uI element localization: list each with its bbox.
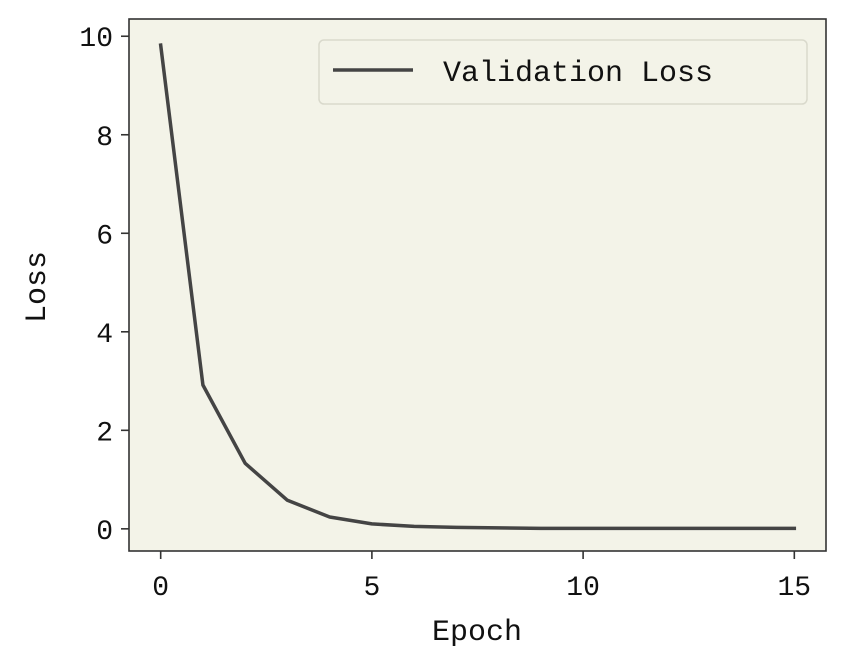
y-tick-label: 2 (96, 418, 113, 449)
series-line-validation-loss (158, 43, 797, 531)
y-axis: 0 2 4 6 8 10 (79, 24, 129, 548)
x-tick-label: 0 (152, 573, 169, 604)
x-axis: 0 5 10 15 (152, 551, 811, 604)
y-tick-label: 0 (96, 517, 113, 548)
x-tick-label: 5 (363, 573, 380, 604)
x-tick-label: 10 (566, 573, 600, 604)
x-axis-title: Epoch (432, 616, 522, 650)
legend-label-validation-loss: Validation Loss (443, 57, 713, 91)
series-layer (158, 43, 797, 531)
legend-box (318, 39, 808, 105)
y-tick-label: 6 (96, 221, 113, 252)
y-tick-label: 4 (96, 320, 113, 351)
y-tick-label: 8 (96, 123, 113, 154)
y-tick-label: 10 (79, 24, 113, 55)
y-axis-title: Loss (21, 251, 55, 323)
x-tick-label: 15 (778, 573, 812, 604)
plot-frame (128, 18, 827, 552)
legend: Validation Loss (318, 39, 808, 105)
